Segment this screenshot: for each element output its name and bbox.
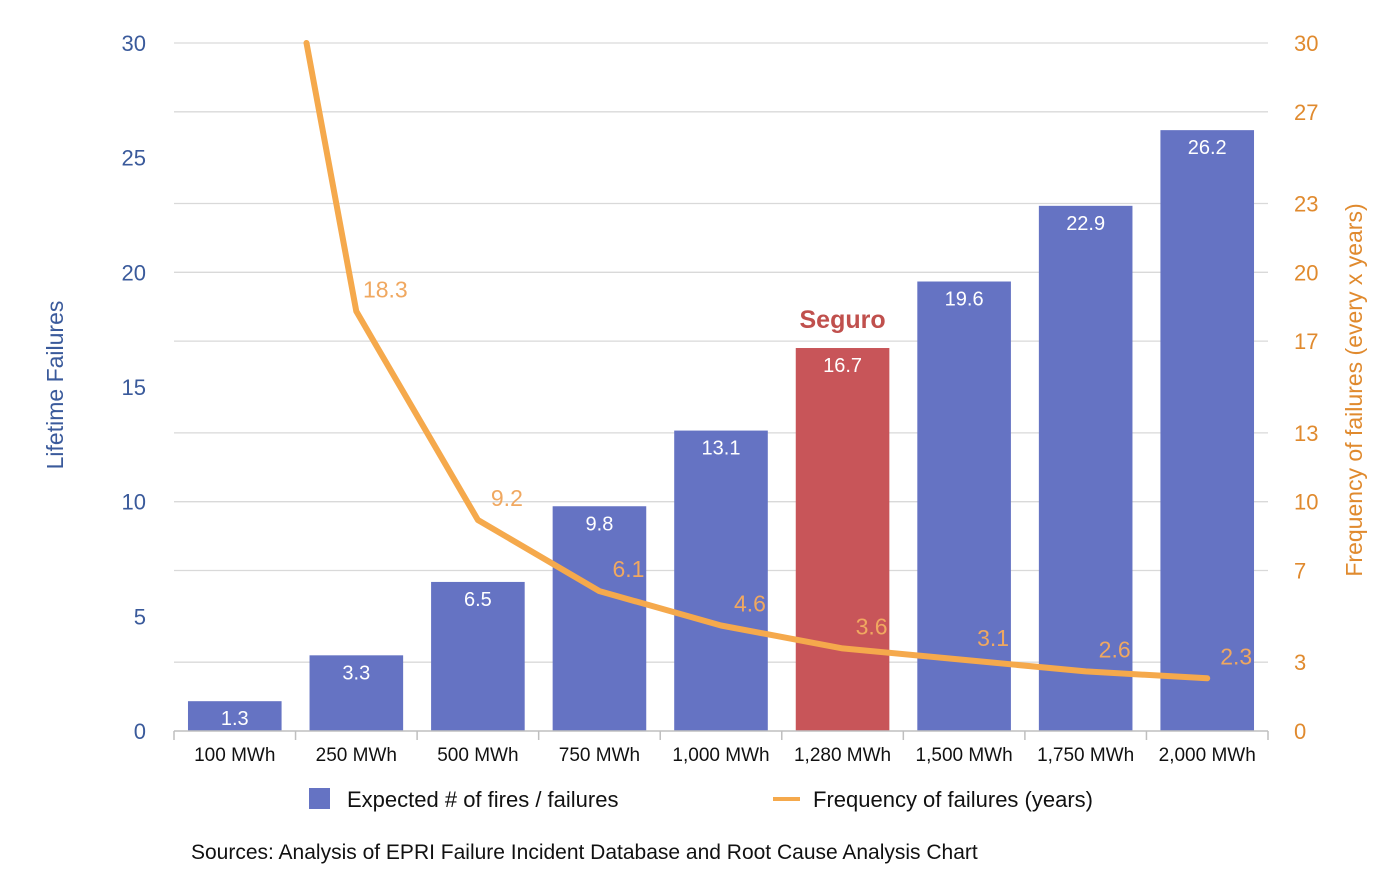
bar-label-2: 6.5 xyxy=(464,589,492,611)
bar-label-7: 22.9 xyxy=(1066,213,1105,235)
bar-label-0: 1.3 xyxy=(221,708,249,730)
y-tick-left-0: 0 xyxy=(134,719,146,744)
x-tick-6: 1,500 MWh xyxy=(916,745,1013,766)
frequency-line xyxy=(303,40,1211,682)
gridlines xyxy=(174,42,1268,663)
x-tick-0: 100 MWh xyxy=(194,745,275,766)
bar-0 xyxy=(187,701,282,731)
bar-series xyxy=(187,130,1255,731)
y-tick-right-30: 30 xyxy=(1294,31,1318,56)
bar-3 xyxy=(552,506,647,731)
y-axis-title-right: Frequency of failures (every x years) xyxy=(1341,203,1367,576)
legend-label-bar: Expected # of fires / failures xyxy=(347,787,618,812)
line-label-6: 3.1 xyxy=(977,625,1009,651)
y-tick-right-10: 10 xyxy=(1294,490,1318,515)
bar-label-1: 3.3 xyxy=(342,662,370,684)
bar-label-4: 13.1 xyxy=(702,438,741,460)
legend-swatch-line xyxy=(773,797,800,801)
data-labels: 1.3 3.3 6.5 9.8 13.1 16.7 19.6 22.9 26.2 18.3 9.2 6… xyxy=(221,137,1252,730)
bar-label-8: 26.2 xyxy=(1188,137,1227,159)
y-tick-right-3: 3 xyxy=(1294,650,1306,675)
x-tick-3: 750 MWh xyxy=(559,745,640,766)
y-tick-right-23: 23 xyxy=(1294,192,1318,217)
line-label-7: 2.6 xyxy=(1099,636,1131,662)
y-tick-left-30: 30 xyxy=(122,31,146,56)
y-tick-right-20: 20 xyxy=(1294,260,1318,285)
x-tick-2: 500 MWh xyxy=(437,745,518,766)
y-tick-left-5: 5 xyxy=(134,604,146,629)
line-label-2: 9.2 xyxy=(491,485,523,511)
legend-label-line: Frequency of failures (years) xyxy=(813,787,1093,812)
x-tick-5: 1,280 MWh xyxy=(794,745,891,766)
x-tick-8: 2,000 MWh xyxy=(1159,745,1256,766)
x-tick-4: 1,000 MWh xyxy=(672,745,769,766)
bar-label-6: 19.6 xyxy=(945,289,984,311)
bar-2 xyxy=(431,581,525,731)
bar-5 xyxy=(795,348,890,731)
y-tick-left-20: 20 xyxy=(122,260,146,285)
annotation-seguro: Seguro xyxy=(799,306,885,334)
y-tick-right-0: 0 xyxy=(1294,719,1306,744)
y-tick-left-10: 10 xyxy=(122,490,146,515)
line-series xyxy=(303,40,1211,682)
y-tick-right-13: 13 xyxy=(1294,421,1318,446)
y-tick-right-17: 17 xyxy=(1294,329,1318,354)
line-label-3: 6.1 xyxy=(612,556,644,582)
y-tick-right-27: 27 xyxy=(1294,100,1318,125)
line-label-1: 18.3 xyxy=(363,276,408,302)
line-label-4: 4.6 xyxy=(734,591,766,617)
bar-4 xyxy=(674,430,768,731)
y-tick-left-15: 15 xyxy=(122,375,146,400)
bar-label-5: 16.7 xyxy=(823,355,862,377)
bar-8 xyxy=(1160,130,1255,731)
line-label-5: 3.6 xyxy=(856,613,888,639)
y-tick-right-7: 7 xyxy=(1294,558,1306,583)
chart-source: Sources: Analysis of EPRI Failure Incide… xyxy=(191,841,978,864)
bar-label-3: 9.8 xyxy=(586,513,614,535)
axes: 0 5 10 15 20 25 30 0 3 7 10 13 17 20 23 27 30 100 MWh 250 … xyxy=(122,31,1319,766)
y-tick-left-25: 25 xyxy=(122,146,146,171)
bar-7 xyxy=(1038,205,1133,731)
x-tick-7: 1,750 MWh xyxy=(1037,745,1134,766)
y-axis-title-left: Lifetime Failures xyxy=(42,301,68,470)
x-tick-1: 250 MWh xyxy=(316,745,397,766)
bar-1 xyxy=(309,655,404,731)
legend-swatch-bar xyxy=(309,788,330,809)
legend: Expected # of fires / failures Frequency… xyxy=(309,787,1093,812)
line-label-8: 2.3 xyxy=(1220,643,1252,669)
